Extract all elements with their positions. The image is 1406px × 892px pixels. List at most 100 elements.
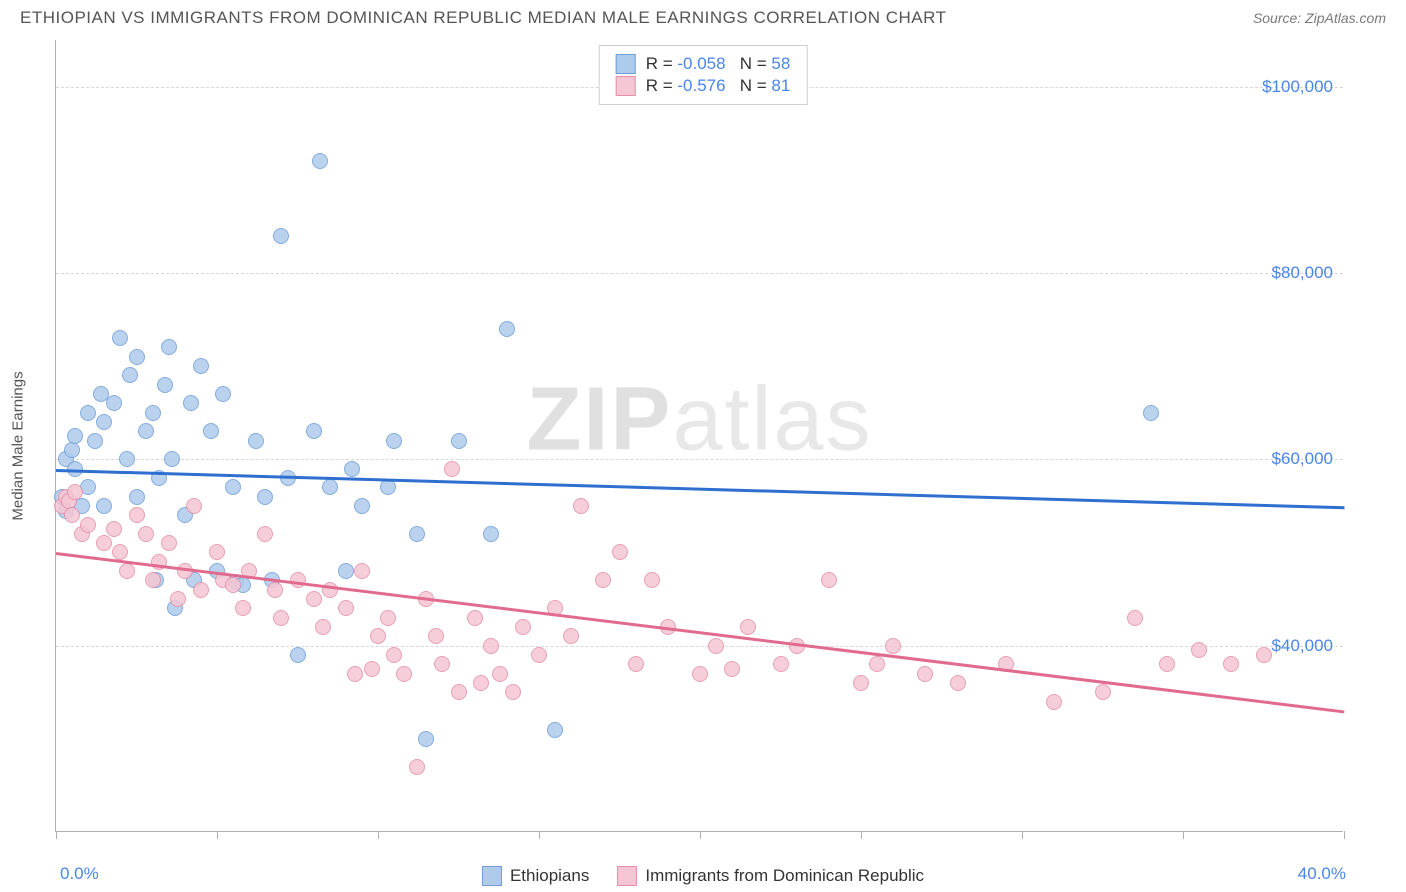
legend-label: Ethiopians <box>510 866 589 886</box>
x-tick <box>217 831 218 839</box>
data-point <box>267 582 283 598</box>
data-point <box>80 405 96 421</box>
data-point <box>129 507 145 523</box>
data-point <box>354 563 370 579</box>
data-point <box>183 395 199 411</box>
data-point <box>444 461 460 477</box>
data-point <box>306 423 322 439</box>
data-point <box>370 628 386 644</box>
data-point <box>203 423 219 439</box>
gridline <box>56 273 1343 274</box>
data-point <box>492 666 508 682</box>
data-point <box>409 759 425 775</box>
data-point <box>215 386 231 402</box>
data-point <box>515 619 531 635</box>
data-point <box>563 628 579 644</box>
data-point <box>1095 684 1111 700</box>
legend-label: Immigrants from Dominican Republic <box>645 866 924 886</box>
data-point <box>547 722 563 738</box>
data-point <box>129 349 145 365</box>
x-tick <box>539 831 540 839</box>
series-legend: Ethiopians Immigrants from Dominican Repu… <box>482 866 924 886</box>
x-tick <box>700 831 701 839</box>
data-point <box>644 572 660 588</box>
data-point <box>322 479 338 495</box>
trend-line <box>56 552 1344 713</box>
data-point <box>434 656 450 672</box>
data-point <box>595 572 611 588</box>
data-point <box>67 428 83 444</box>
watermark: ZIPatlas <box>526 368 872 471</box>
data-point <box>1223 656 1239 672</box>
data-point <box>853 675 869 691</box>
data-point <box>87 433 103 449</box>
data-point <box>170 591 186 607</box>
x-tick <box>56 831 57 839</box>
data-point <box>96 414 112 430</box>
y-tick-label: $80,000 <box>1272 263 1333 283</box>
data-point <box>612 544 628 560</box>
data-point <box>451 433 467 449</box>
data-point <box>409 526 425 542</box>
data-point <box>708 638 724 654</box>
data-point <box>145 572 161 588</box>
data-point <box>138 423 154 439</box>
y-axis-label: Median Male Earnings <box>10 371 27 520</box>
data-point <box>396 666 412 682</box>
data-point <box>145 405 161 421</box>
data-point <box>573 498 589 514</box>
legend-stats: R = -0.058 N = 58 <box>646 54 791 74</box>
trend-line <box>56 469 1344 509</box>
data-point <box>531 647 547 663</box>
data-point <box>386 647 402 663</box>
legend-item: Ethiopians <box>482 866 589 886</box>
data-point <box>161 535 177 551</box>
data-point <box>1046 694 1062 710</box>
y-tick-label: $60,000 <box>1272 449 1333 469</box>
data-point <box>380 610 396 626</box>
data-point <box>467 610 483 626</box>
data-point <box>248 433 264 449</box>
data-point <box>338 600 354 616</box>
data-point <box>386 433 402 449</box>
x-tick <box>1344 831 1345 839</box>
x-tick <box>1183 831 1184 839</box>
y-tick-label: $40,000 <box>1272 636 1333 656</box>
data-point <box>499 321 515 337</box>
data-point <box>312 153 328 169</box>
data-point <box>119 563 135 579</box>
data-point <box>290 647 306 663</box>
data-point <box>473 675 489 691</box>
data-point <box>96 498 112 514</box>
x-axis-min-label: 0.0% <box>60 864 99 884</box>
legend-item: Immigrants from Dominican Republic <box>617 866 924 886</box>
data-point <box>315 619 331 635</box>
data-point <box>1143 405 1159 421</box>
scatter-plot: ZIPatlas $40,000$60,000$80,000$100,000 <box>55 40 1343 832</box>
legend-swatch <box>616 54 636 74</box>
legend-swatch <box>617 866 637 886</box>
data-point <box>740 619 756 635</box>
data-point <box>80 517 96 533</box>
data-point <box>364 661 380 677</box>
data-point <box>344 461 360 477</box>
data-point <box>225 577 241 593</box>
data-point <box>347 666 363 682</box>
legend-swatch <box>482 866 502 886</box>
data-point <box>138 526 154 542</box>
data-point <box>451 684 467 700</box>
data-point <box>950 675 966 691</box>
data-point <box>1191 642 1207 658</box>
data-point <box>273 228 289 244</box>
data-point <box>225 479 241 495</box>
data-point <box>724 661 740 677</box>
data-point <box>106 521 122 537</box>
data-point <box>67 484 83 500</box>
data-point <box>428 628 444 644</box>
x-tick <box>378 831 379 839</box>
data-point <box>483 638 499 654</box>
data-point <box>306 591 322 607</box>
x-tick <box>861 831 862 839</box>
data-point <box>483 526 499 542</box>
data-point <box>106 395 122 411</box>
